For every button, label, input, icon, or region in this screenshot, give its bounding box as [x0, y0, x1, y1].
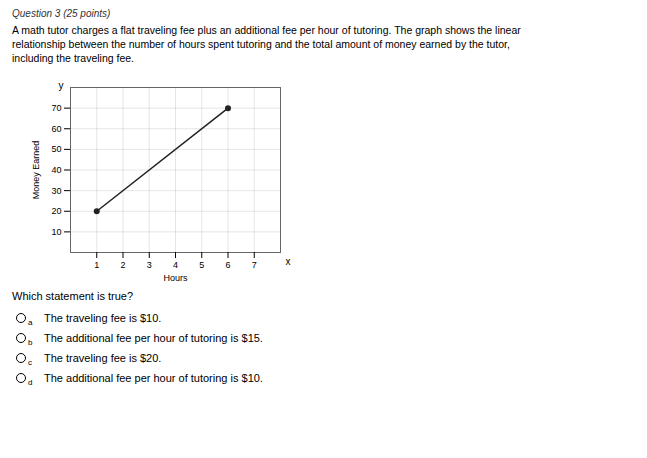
- html-text:c: c: [28, 357, 32, 367]
- html-text:The additional fee per hour of: The additional fee per hour of tutoring …: [44, 372, 263, 384]
- svg-text:50: 50: [51, 144, 61, 154]
- html-text:The traveling fee is $20.: The traveling fee is $20.: [44, 352, 162, 364]
- svg-text:30: 30: [51, 186, 61, 196]
- svg-text:1: 1: [94, 260, 99, 270]
- svg-text:4: 4: [173, 260, 178, 270]
- html-text:A math tutor charges a flat tr: A math tutor charges a flat traveling fe…: [12, 24, 521, 36]
- svg-text:6: 6: [225, 260, 230, 270]
- html-text:The traveling fee is $10.: The traveling fee is $10.: [44, 312, 162, 324]
- html-text:Question 3 (25 points): Question 3 (25 points): [12, 8, 111, 19]
- svg-text:70: 70: [51, 103, 61, 113]
- svg-text:40: 40: [51, 165, 61, 175]
- html-text:including the traveling fee.: including the traveling fee.: [12, 52, 134, 64]
- svg-text:Hours: Hours: [163, 273, 188, 283]
- svg-text:60: 60: [51, 124, 61, 134]
- svg-text:10: 10: [51, 227, 61, 237]
- svg-text:x: x: [286, 256, 291, 267]
- svg-text:Money Earned: Money Earned: [31, 141, 41, 200]
- html-text:relationship between the numbe: relationship between the number of hours…: [12, 38, 510, 50]
- svg-text:2: 2: [120, 260, 125, 270]
- svg-text:7: 7: [252, 260, 257, 270]
- svg-text:20: 20: [51, 206, 61, 216]
- html-text:Which statement is true?: Which statement is true?: [12, 290, 134, 302]
- svg-text:3: 3: [147, 260, 152, 270]
- html-text:The additional fee per hour of: The additional fee per hour of tutoring …: [44, 332, 263, 344]
- html-text:b: b: [28, 337, 33, 347]
- html-text:a: a: [28, 317, 33, 327]
- html-text:d: d: [28, 377, 33, 387]
- svg-text:5: 5: [199, 260, 204, 270]
- svg-text:y: y: [59, 80, 64, 91]
